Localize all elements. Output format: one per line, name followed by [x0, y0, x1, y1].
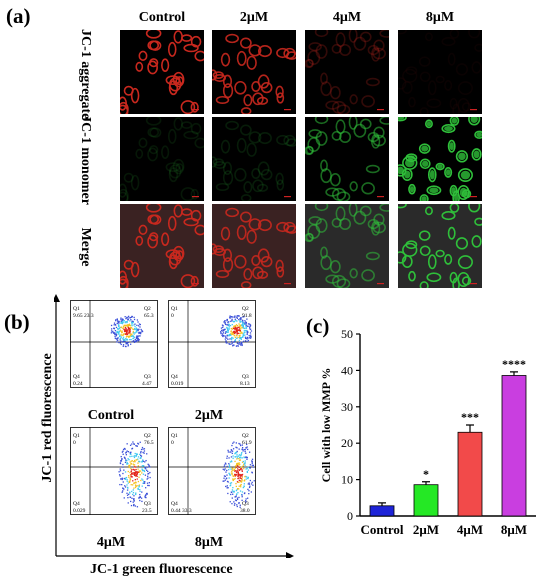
panel-c-letter: (c): [306, 314, 330, 338]
panel-b-letter: (b): [4, 310, 30, 334]
micrograph-tile: [398, 204, 482, 288]
quadrant-q3-value: 23.5: [142, 508, 152, 514]
quadrant-q1-value: 0: [171, 440, 174, 446]
quadrant-q1-value: 9.65 23.3: [73, 313, 94, 319]
quadrant-q4-label: Q4: [171, 374, 178, 380]
quadrant-q4-value: 0.24: [73, 381, 83, 387]
quadrant-q4-value: 0.44 33.3: [171, 508, 192, 514]
micrograph-tile: [212, 204, 296, 288]
column-header-8um: 8μM: [425, 10, 455, 25]
quadrant-q2-label: Q2: [144, 306, 151, 312]
flow-plot-label: 8μM: [194, 535, 224, 550]
bar: [501, 375, 527, 517]
y-tick-label: 10: [341, 473, 353, 487]
quadrant-q3-value: 38.0: [240, 508, 250, 514]
quadrant-q4-label: Q4: [171, 501, 178, 507]
quadrant-q1-label: Q1: [171, 306, 178, 312]
quadrant-q1-label: Q1: [73, 433, 80, 439]
micrograph-tile: [212, 30, 296, 114]
x-tick-label: Control: [360, 522, 403, 537]
flow-plot-label: Control: [87, 408, 135, 423]
micrograph-tile: [120, 117, 204, 201]
flow-plot-label: 2μM: [194, 408, 224, 423]
quadrant-q2-value: 65.3: [144, 313, 154, 319]
column-header-2um: 2μM: [239, 10, 269, 25]
bar-chart: 0 10 20 30 40 50 Cell with low MMP % Control * 2μ…: [319, 327, 536, 537]
bar: [413, 484, 439, 517]
quadrant-q3-label: Q3: [144, 501, 151, 507]
quadrant-q3-value: 8.13: [240, 381, 250, 387]
micrograph-tile: [305, 117, 389, 201]
micrograph-tile: [212, 117, 296, 201]
significance-label: *: [423, 467, 429, 481]
quadrant-q3-label: Q3: [242, 374, 249, 380]
quadrant-q2-value: 61.9: [242, 440, 252, 446]
micrograph-tile: [398, 30, 482, 114]
error-bar: [378, 502, 386, 506]
row-label-monomer: JC-1 monomer: [78, 115, 93, 205]
quadrant-q2-value: 76.5: [144, 440, 154, 446]
row-label-aggregate: JC-1 aggregate: [78, 29, 93, 120]
x-tick-label: 8μM: [501, 522, 527, 537]
flow-plot-label: 4μM: [96, 535, 126, 550]
micrograph-tile: [305, 204, 389, 288]
y-tick-label: 0: [347, 509, 353, 523]
row-label-merge: Merge: [78, 227, 93, 267]
quadrant-q1-value: 0: [171, 313, 174, 319]
bar: [457, 431, 483, 517]
x-tick-label: 2μM: [413, 522, 439, 537]
quadrant-q2-label: Q2: [242, 433, 249, 439]
column-header-4um: 4μM: [332, 10, 362, 25]
panel-a-letter: (a): [6, 4, 31, 28]
significance-label: ****: [502, 357, 526, 371]
quadrant-q1-label: Q1: [171, 433, 178, 439]
micrograph-tile: [120, 204, 204, 288]
column-header-control: Control: [138, 10, 186, 25]
y-tick-label: 20: [341, 436, 353, 450]
flow-x-axis-label: JC-1 green fluorescence: [90, 562, 233, 577]
quadrant-q3-label: Q3: [144, 374, 151, 380]
quadrant-q3-value: 4.47: [142, 381, 152, 387]
micrograph-tile: [305, 30, 389, 114]
quadrant-q4-value: 0.029: [73, 508, 86, 514]
error-bar: [422, 481, 430, 485]
quadrant-q4-label: Q4: [73, 501, 80, 507]
significance-label: ***: [461, 410, 479, 424]
quadrant-q1-label: Q1: [73, 306, 80, 312]
micrograph-tile: [120, 30, 204, 114]
error-bar: [466, 424, 474, 433]
y-axis-label: Cell with low MMP %: [319, 368, 333, 483]
quadrant-q1-value: 0: [73, 440, 76, 446]
x-tick-label: 4μM: [457, 522, 483, 537]
quadrant-q2-label: Q2: [242, 306, 249, 312]
quadrant-q2-value: 91.8: [242, 313, 252, 319]
y-tick-label: 40: [341, 363, 353, 377]
micrograph-tile: [398, 117, 482, 201]
quadrant-q4-label: Q4: [73, 374, 80, 380]
error-bar: [510, 371, 518, 376]
y-tick-label: 50: [341, 327, 353, 341]
bar: [369, 505, 395, 517]
quadrant-q2-label: Q2: [144, 433, 151, 439]
quadrant-q4-value: 0.019: [171, 381, 184, 387]
y-tick-label: 30: [341, 400, 353, 414]
flow-axes: [54, 294, 294, 558]
quadrant-q3-label: Q3: [242, 501, 249, 507]
